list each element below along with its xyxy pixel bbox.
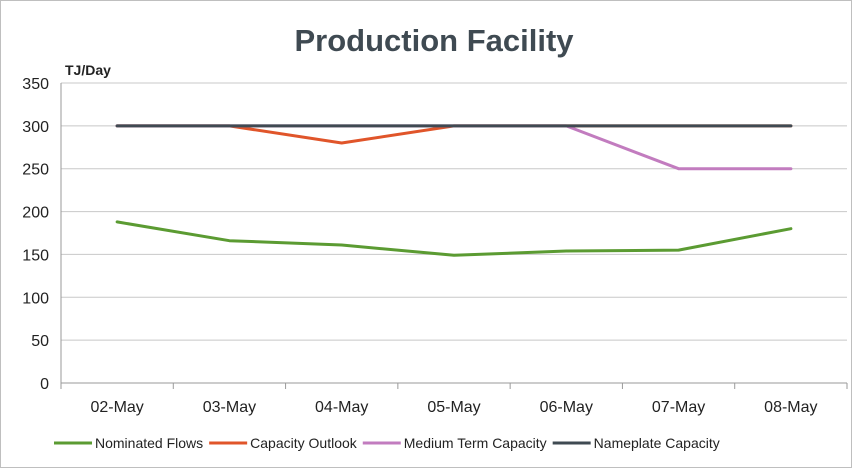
legend-label-nominated-flows: Nominated Flows — [95, 435, 203, 451]
axes — [60, 83, 848, 389]
x-tick-label: 08-May — [764, 399, 817, 416]
legend: Nominated Flows Capacity Outlook Medium Te… — [54, 435, 720, 451]
x-tick-label: 05-May — [427, 399, 480, 416]
series-line-medium-term-capacity — [115, 124, 793, 171]
y-axis-ticks: 0 50 100 150 200 250 300 350 — [22, 76, 49, 393]
series-line-nominated-flows — [115, 220, 793, 257]
y-tick-label: 100 — [22, 290, 49, 307]
series-lines — [115, 124, 793, 257]
y-tick-label: 0 — [40, 376, 49, 393]
x-tick-label: 06-May — [540, 399, 593, 416]
legend-label-medium-term-capacity: Medium Term Capacity — [404, 435, 547, 451]
x-tick-label: 07-May — [652, 399, 705, 416]
legend-label-capacity-outlook: Capacity Outlook — [250, 435, 358, 451]
x-tick-label: 02-May — [90, 399, 143, 416]
y-axis-unit-label: TJ/Day — [65, 62, 111, 78]
x-tick-label: 03-May — [203, 399, 256, 416]
x-axis-ticks: 02-May 03-May 04-May 05-May 06-May 07-May 08-M… — [90, 399, 817, 416]
x-tick-label: 04-May — [315, 399, 368, 416]
y-tick-label: 150 — [22, 247, 49, 264]
y-tick-label: 200 — [22, 205, 49, 222]
y-tick-label: 250 — [22, 162, 49, 179]
y-tick-label: 50 — [31, 333, 49, 350]
y-tick-label: 300 — [22, 119, 49, 136]
legend-label-nameplate-capacity: Nameplate Capacity — [594, 435, 720, 451]
gridlines — [61, 82, 847, 341]
series-line-capacity-outlook — [115, 124, 793, 145]
y-tick-label: 350 — [22, 76, 49, 93]
chart-title: Production Facility — [294, 23, 574, 58]
